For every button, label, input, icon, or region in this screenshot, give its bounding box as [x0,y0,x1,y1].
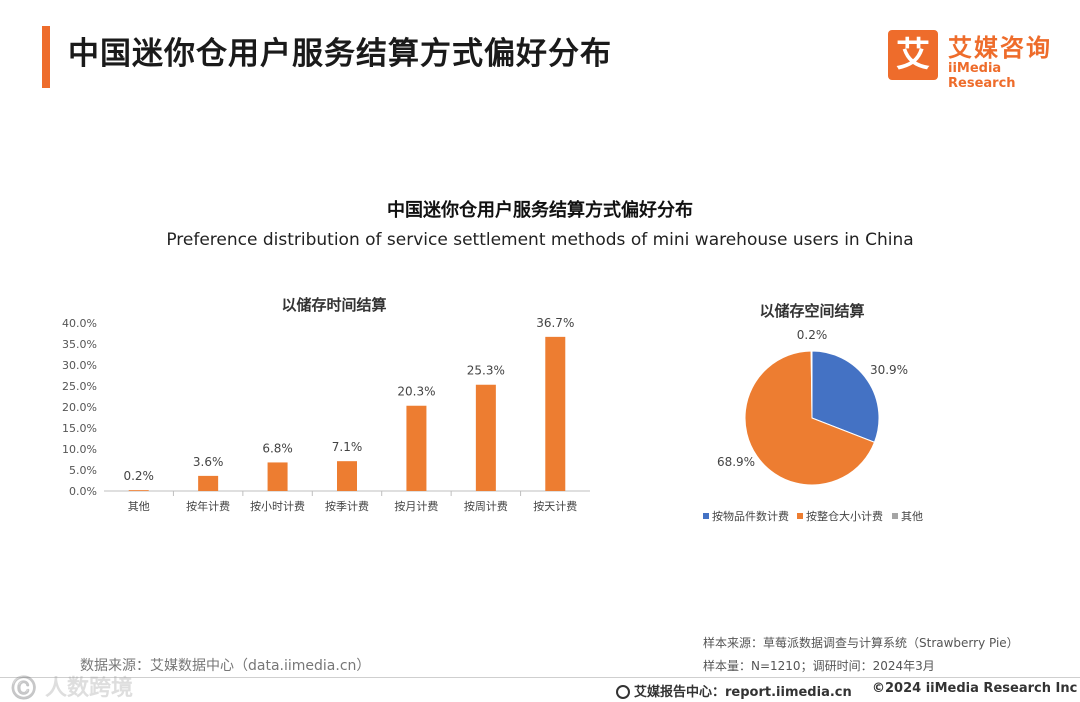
y-tick-label: 15.0% [62,422,97,435]
watermark: ©️ 人数跨境 [10,676,134,701]
y-tick-label: 5.0% [69,464,97,477]
bar-data-label: 7.1% [332,440,363,454]
x-tick-label: 按天计费 [533,499,577,513]
bar-4 [406,405,427,491]
bar-0 [128,490,149,491]
pie-chart-title: 以储存空间结算 [759,302,864,320]
y-tick-label: 0.0% [69,485,97,498]
bar-data-label: 25.3% [467,364,505,378]
bar-3 [337,461,357,491]
bar-2 [267,462,288,491]
y-tick-label: 25.0% [62,380,97,393]
report-center-label: 艾媒报告中心：report.iimedia.cn [634,685,852,700]
pie-slice-2 [810,350,813,419]
y-tick-label: 40.0% [62,317,97,330]
bar-data-label: 20.3% [397,385,435,399]
legend-label: 其他 [901,510,923,523]
legend-swatch [892,513,898,519]
sample-source: 样本来源：草莓派数据调查与计算系统（Strawberry Pie） [703,636,1019,650]
title-accent-bar [42,26,50,88]
bar-1 [198,475,219,491]
bar-data-label: 36.7% [536,316,574,330]
y-tick-label: 20.0% [62,401,97,414]
x-tick-label: 按小时计费 [250,499,305,513]
y-tick-label: 30.0% [62,359,97,372]
logo-english-name: iiMedia Research [948,61,1016,91]
legend-label: 按物品件数计费 [712,509,789,523]
chart-title-english: Preference distribution of service settl… [166,230,914,250]
pie-slice-1 [744,350,876,486]
footer-divider [0,677,1080,678]
bar-5 [475,384,496,491]
y-tick-label: 10.0% [62,443,97,456]
pie-data-label: 68.9% [717,455,755,469]
logo-mark-icon: 艾 [888,30,938,80]
page-title: 中国迷你仓用户服务结算方式偏好分布 [68,36,612,72]
brand-logo: 艾 艾媒咨询 iiMedia Research [888,28,1060,91]
x-tick-label: 按年计费 [186,499,230,513]
logo-chinese-name: 艾媒咨询 [948,34,1052,62]
pie-data-label: 30.9% [870,363,908,377]
bar-6 [545,336,566,491]
legend-swatch [703,513,709,519]
data-source: 数据来源：艾媒数据中心（data.iimedia.cn） [80,658,371,674]
y-tick-label: 35.0% [62,338,97,351]
x-tick-label: 按周计费 [464,499,508,513]
legend-swatch [797,513,803,519]
pie-data-label: 0.2% [797,328,828,342]
bar-data-label: 6.8% [262,441,293,455]
chart-title-chinese: 中国迷你仓用户服务结算方式偏好分布 [387,200,693,221]
pie-slice-0 [811,350,880,443]
x-tick-label: 其他 [128,500,150,513]
copyright: ©2024 iiMedia Research Inc [872,681,1078,696]
bar-data-label: 0.2% [123,469,154,483]
x-tick-label: 按季计费 [325,499,369,513]
report-center[interactable]: 艾媒报告中心：report.iimedia.cn [616,681,852,700]
legend-label: 按整仓大小计费 [806,509,883,523]
sample-size: 样本量：N=1210；调研时间：2024年3月 [703,659,935,673]
bar-chart-title: 以储存时间结算 [281,296,386,314]
bar-data-label: 3.6% [193,455,224,469]
x-tick-label: 按月计费 [394,499,438,513]
globe-icon [616,685,630,699]
